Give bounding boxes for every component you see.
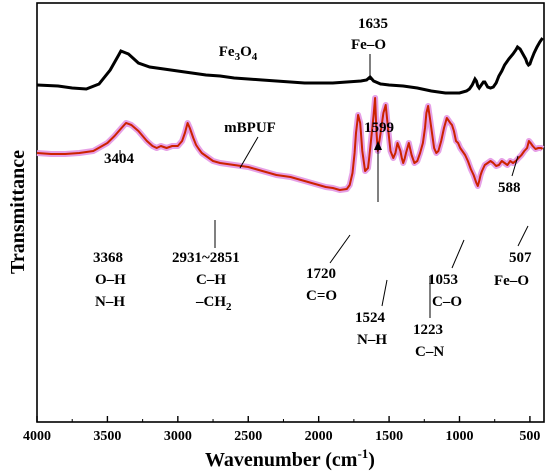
annotation-1635-feo: Fe–O [351, 37, 386, 53]
x-tick-label-4000: 4000 [23, 429, 51, 444]
series-line-mbpuf [36, 97, 544, 191]
annotation-507-feo: Fe–O [494, 273, 529, 289]
series-label-mbpuf-leader [239, 136, 259, 169]
annotation-1053-co: C–O [432, 294, 462, 310]
annotation-507-leader [517, 225, 529, 247]
annotation-3368-oh: O–H [95, 272, 126, 288]
annotation-1720: 1720 [306, 266, 336, 282]
annotation-1720-leader [329, 234, 351, 264]
x-axis-title: Wavenumber (cm-1) [205, 446, 375, 471]
annotation-3368-nh: N–H [95, 294, 125, 310]
x-tick-label-2500: 2500 [234, 429, 262, 444]
annotation-1524-leader [381, 279, 388, 307]
annotation-1524: 1524 [355, 310, 386, 326]
x-axis-tick-labels: 4000 3500 3000 2500 2000 1500 1000 500 [23, 429, 540, 444]
x-tick-label-3000: 3000 [164, 429, 192, 444]
x-tick-label-2000: 2000 [305, 429, 333, 444]
annotation-1223-cn: C–N [415, 344, 444, 360]
series-label-fe3o4: Fe3O4 [219, 44, 258, 63]
x-axis-ticks [36, 416, 531, 422]
annotation-1635: 1635 [358, 16, 388, 32]
annotation-1720-co: C=O [306, 288, 337, 304]
x-tick-label-3500: 3500 [93, 429, 121, 444]
annotation-1524-nh: N–H [357, 332, 387, 348]
annotation-2931-2851: 2931~2851 [172, 250, 240, 266]
annotation-2931-ch2: –CH2 [195, 294, 232, 313]
annotation-507: 507 [509, 250, 532, 266]
series-line-fe3o4 [36, 37, 544, 95]
annotation-1599-arrowhead [374, 141, 382, 150]
annotation-588-leader [511, 155, 519, 177]
x-tick-label-1500: 1500 [375, 429, 403, 444]
annotation-1223: 1223 [413, 322, 443, 338]
x-tick-label-500: 500 [519, 429, 540, 444]
annotation-1053: 1053 [428, 272, 458, 288]
plot-frame [36, 2, 545, 423]
x-tick-label-1000: 1000 [446, 429, 474, 444]
annotation-1599: 1599 [364, 120, 394, 136]
annotation-1053-leader [451, 239, 465, 269]
annotation-588: 588 [498, 180, 521, 196]
annotation-2931-ch: C–H [196, 272, 226, 288]
annotation-3404: 3404 [104, 151, 135, 167]
annotation-3368: 3368 [93, 250, 123, 266]
series-label-mbpuf: mBPUF [224, 120, 276, 136]
y-axis-title: Transmittance [7, 150, 29, 274]
